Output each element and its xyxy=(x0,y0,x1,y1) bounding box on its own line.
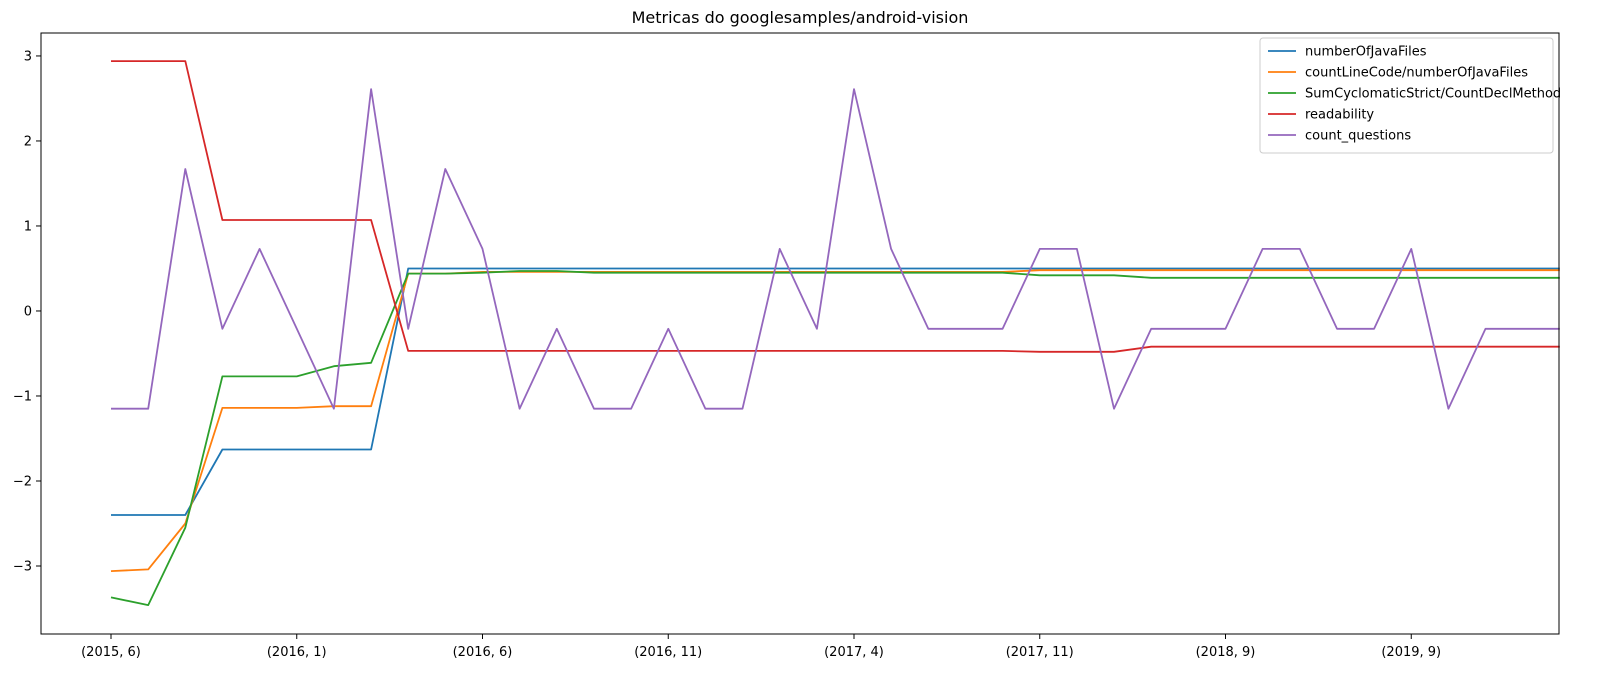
plot-area xyxy=(110,60,1560,606)
x-tick-label: (2015, 6) xyxy=(81,645,141,660)
legend-label: count_questions xyxy=(1305,129,1411,144)
legend: numberOfJavaFiles countLineCode/numberOfJ… xyxy=(1259,37,1561,154)
legend-label: numberOfJavaFiles xyxy=(1305,45,1427,60)
x-tick-label: (2017, 11) xyxy=(1006,645,1074,660)
y-tick-label: 1 xyxy=(24,219,32,234)
x-tick-label: (2017, 4) xyxy=(824,645,884,660)
series-line-0 xyxy=(111,267,1560,516)
x-tick-label: (2019, 9) xyxy=(1381,645,1441,660)
series-line-3 xyxy=(111,60,1560,353)
legend-box xyxy=(1259,37,1554,154)
y-tick-label: −1 xyxy=(13,389,32,404)
legend-label: SumCyclomaticStrict/CountDeclMethod xyxy=(1305,87,1561,102)
y-tick-label: 0 xyxy=(24,304,32,319)
x-tick-label: (2016, 11) xyxy=(634,645,702,660)
series-line-1 xyxy=(110,269,1560,572)
plot-frame xyxy=(40,32,1560,635)
series-line-2 xyxy=(110,270,1560,606)
x-tick-label: (2018, 9) xyxy=(1196,645,1256,660)
series-line-4 xyxy=(111,88,1560,410)
y-tick-label: 3 xyxy=(24,49,32,64)
chart-title: Metricas do googlesamples/android-vision xyxy=(632,8,969,27)
y-tick-label: −2 xyxy=(13,474,32,489)
legend-label: countLineCode/numberOfJavaFiles xyxy=(1305,66,1528,81)
y-tick-label: −3 xyxy=(13,559,32,574)
x-tick-label: (2016, 1) xyxy=(267,645,327,660)
axes: −3 −2 −1 0 1 2 3 (2015, 6) (2016, 1) (2016, 6) (20… xyxy=(13,32,1560,660)
legend-label: readability xyxy=(1305,108,1374,123)
x-tick-label: (2016, 6) xyxy=(453,645,513,660)
y-tick-label: 2 xyxy=(24,134,32,149)
